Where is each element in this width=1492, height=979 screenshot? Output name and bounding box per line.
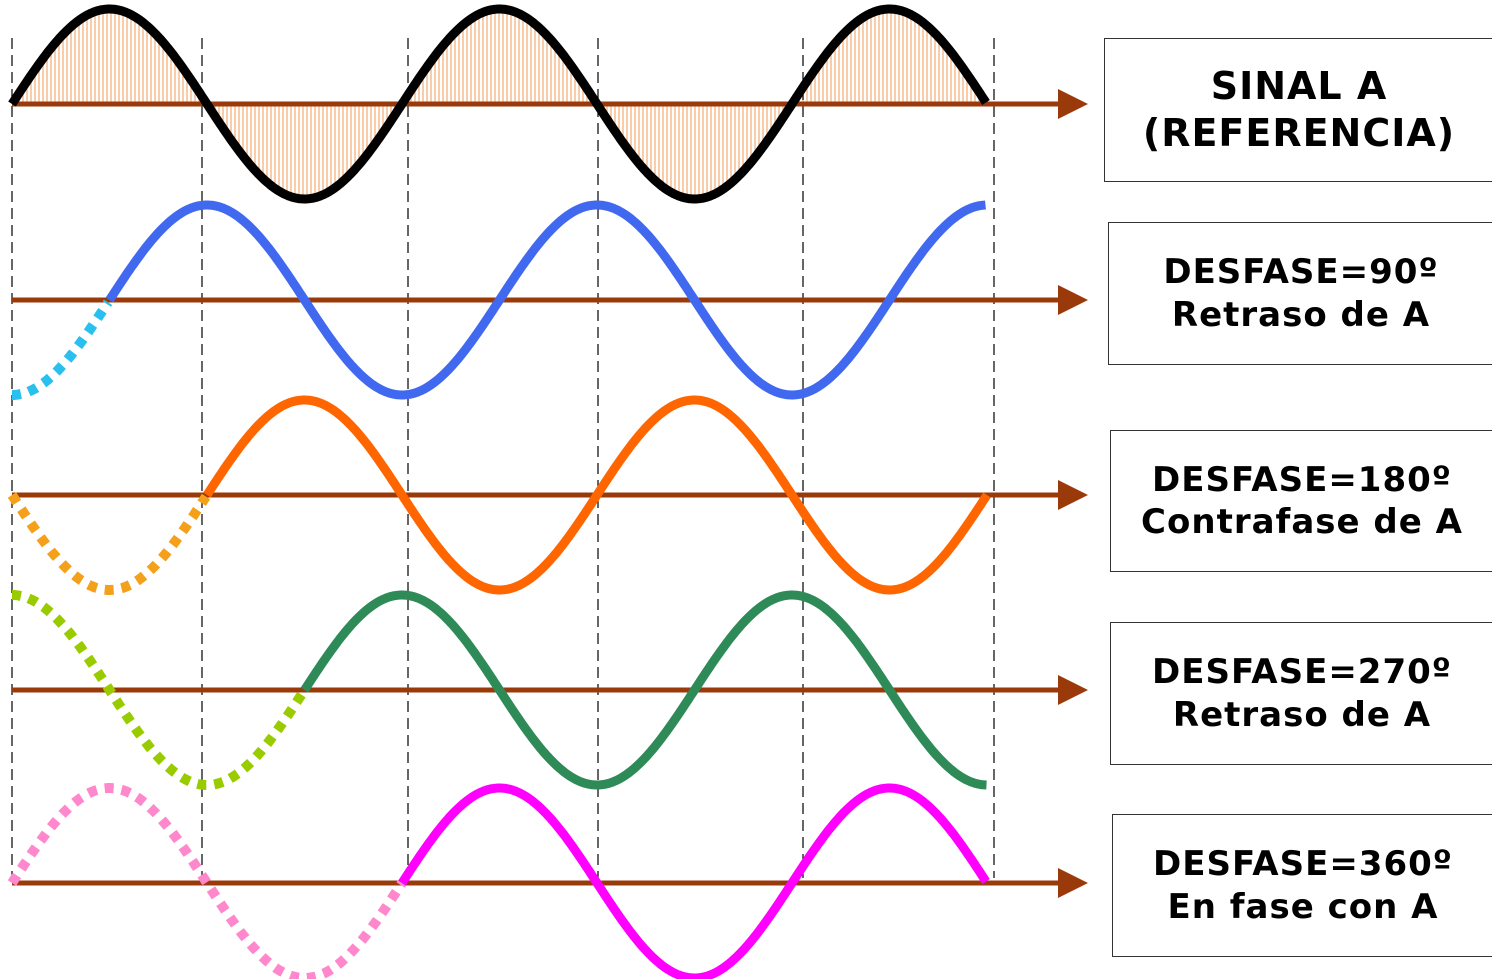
label-reference-subtitle: (REFERENCIA): [1142, 111, 1456, 155]
label-phase-90: DESFASE=90º Retraso de A: [1108, 222, 1492, 365]
waveform-d360: [398, 783, 990, 979]
label-phase-360: DESFASE=360º En fase con A: [1112, 814, 1492, 957]
waveform-d90-delay-dotted: [12, 299, 113, 400]
label-phase-270: DESFASE=270º Retraso de A: [1110, 622, 1492, 765]
waveform-d90: [105, 200, 988, 400]
label-phase-180-subtitle: Contrafase de A: [1141, 502, 1463, 542]
label-phase-270-subtitle: Retraso de A: [1172, 694, 1432, 735]
label-phase-90-title: DESFASE=90º: [1163, 252, 1439, 292]
waveform-d180: [203, 395, 991, 595]
time-axes: [12, 89, 1088, 898]
label-phase-360-subtitle: En fase con A: [1167, 886, 1439, 927]
label-phase-90-subtitle: Retraso de A: [1171, 294, 1431, 335]
waveform-d270: [300, 590, 989, 790]
waveform-d270-delay-dotted: [12, 590, 309, 790]
label-phase-270-title: DESFASE=270º: [1152, 652, 1452, 692]
waveform-ref: [8, 4, 990, 204]
label-phase-360-title: DESFASE=360º: [1153, 844, 1453, 884]
waveforms: [7, 4, 991, 979]
waveform-d180-delay-dotted: [7, 492, 211, 595]
label-phase-180-title: DESFASE=180º: [1152, 459, 1452, 500]
waveform-d360-delay-dotted: [7, 783, 407, 979]
label-reference-signal: SINAL A (REFERENCIA): [1104, 38, 1492, 182]
period-dividers: [11, 38, 995, 878]
label-phase-180: DESFASE=180º Contrafase de A: [1110, 430, 1492, 572]
label-reference-title: SINAL A: [1210, 63, 1388, 108]
